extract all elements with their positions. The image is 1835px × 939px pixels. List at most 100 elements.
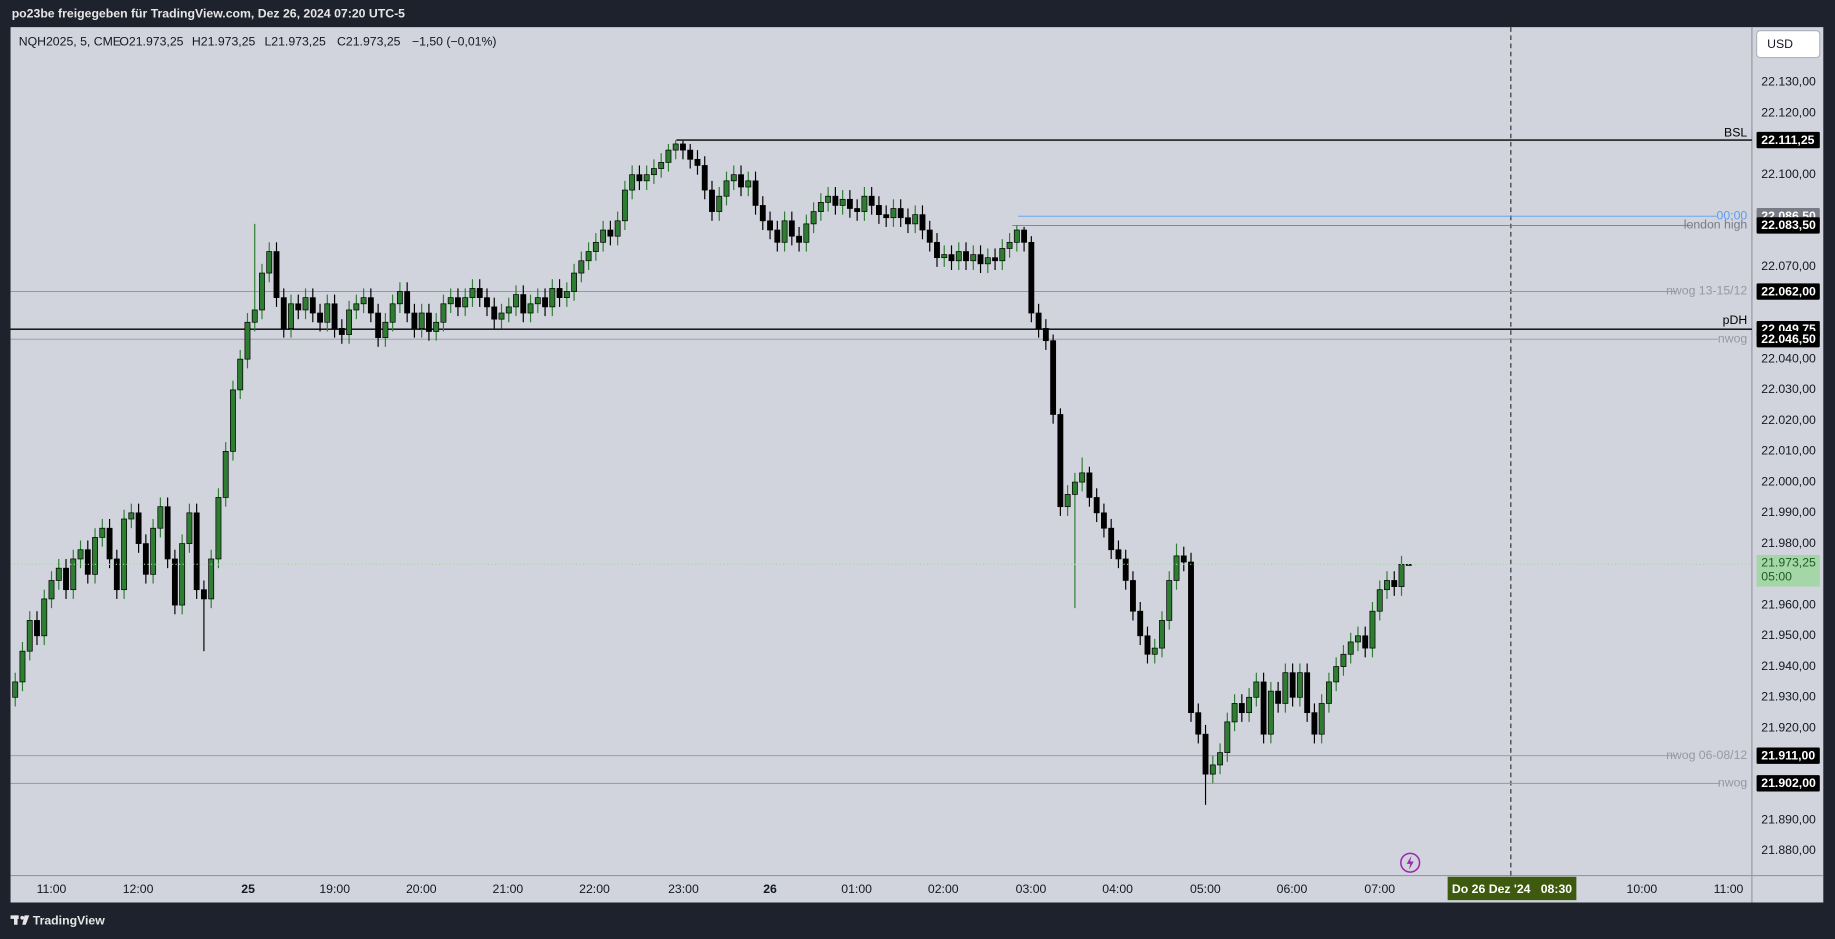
candle-body [839, 198, 846, 206]
candle-body [440, 303, 447, 323]
candle-body [273, 251, 280, 299]
candle-body [513, 294, 519, 308]
candle-body [1151, 647, 1158, 655]
candle-body [919, 214, 926, 231]
candle-body [1238, 703, 1245, 714]
x-tick-label: 23:00 [668, 882, 699, 896]
candle-body [832, 195, 839, 206]
candle-body [897, 208, 904, 219]
currency-label[interactable]: USD [1767, 37, 1793, 51]
candle-body [396, 291, 403, 305]
legend-change: −1,50 (−0,01%) [412, 35, 497, 49]
candle-body [1173, 555, 1180, 581]
candle-body [455, 297, 461, 308]
candle-body [1209, 764, 1216, 775]
candle-body [788, 220, 795, 237]
candle-body [302, 297, 309, 311]
event-icon-bolt[interactable] [1406, 855, 1414, 870]
legend-ohlc: H21.973,25 [192, 35, 256, 49]
candle-body [1064, 494, 1071, 508]
x-tick-label: 05:00 [1190, 882, 1221, 896]
candle-body [1122, 558, 1129, 581]
candle-body [476, 288, 483, 299]
candle-body [92, 537, 98, 575]
x-tick-label: 21:00 [493, 882, 524, 896]
candle-body [592, 241, 599, 252]
candle-body [563, 291, 570, 299]
candle-body [1369, 610, 1376, 649]
candle-body [1362, 635, 1369, 649]
x-tick-label: 06:00 [1277, 882, 1308, 896]
candle-body [1340, 653, 1347, 667]
level-price-box [1756, 131, 1820, 149]
x-tick-label: 10:00 [1627, 882, 1658, 896]
candle-body [992, 257, 998, 262]
candle-body [425, 312, 432, 332]
candle-body [1115, 549, 1122, 560]
candle-body [752, 180, 759, 206]
candle-body [1195, 712, 1202, 735]
candle-body [121, 518, 128, 591]
candle-body [759, 205, 766, 222]
level-price-label: 21.902,00 [1761, 776, 1816, 790]
candle-body [1130, 580, 1136, 612]
event-icon[interactable] [1400, 852, 1421, 873]
candle-body [70, 558, 77, 591]
candle-body [527, 303, 534, 314]
y-tick-label: 22.000,00 [1761, 474, 1816, 488]
candle-body [404, 291, 411, 314]
x-tick-label: 11:00 [37, 882, 67, 896]
candle-body [346, 309, 353, 335]
crosshair-label: Do 26 Dez '24 08:30 [1452, 882, 1572, 896]
chart-background [10, 27, 1824, 903]
y-tick-label: 21.930,00 [1761, 690, 1816, 704]
legend-ohlc: L21.973,25 [264, 35, 326, 49]
candle-body [1398, 563, 1405, 587]
candle-body [1013, 229, 1020, 243]
candle-body [280, 297, 287, 329]
candle-body [549, 288, 556, 308]
candle-body [1275, 690, 1282, 704]
candle-body [55, 567, 62, 581]
candle-body [1384, 580, 1390, 591]
candle-body [244, 321, 251, 360]
candle-body [389, 303, 396, 323]
candle-body [1108, 527, 1115, 551]
candle-body [164, 506, 171, 560]
candle-body [636, 174, 643, 182]
candle-body [1260, 681, 1267, 735]
candle-body [411, 312, 418, 329]
candle-body [1333, 666, 1340, 683]
x-tick-label: 03:00 [1016, 882, 1047, 896]
candle-body [1347, 641, 1354, 655]
candle-body [730, 174, 737, 182]
y-tick-label: 21.890,00 [1761, 813, 1816, 827]
candle-body [367, 297, 374, 314]
currency-button[interactable] [1756, 30, 1821, 59]
y-tick-label: 22.130,00 [1761, 75, 1816, 89]
candle-body [462, 297, 469, 308]
candle-body [193, 512, 200, 591]
candle-body [578, 260, 585, 274]
candle-body [1093, 497, 1100, 514]
candle-body [745, 180, 752, 188]
candle-body [266, 251, 273, 274]
level-name: nwog [1718, 331, 1748, 345]
candle-body [817, 202, 824, 212]
candle-body [12, 681, 19, 698]
candle-body [665, 149, 672, 163]
candle-body [977, 254, 984, 265]
candle-body [796, 235, 803, 243]
candle-body [926, 229, 933, 243]
candle-body [600, 229, 607, 243]
candle-body [331, 303, 338, 329]
candle-body [1202, 733, 1209, 775]
candle-body [309, 297, 316, 314]
candle-body [629, 174, 636, 191]
candles [12, 140, 1412, 805]
candle-body [1376, 589, 1383, 612]
brand-logo [10, 915, 30, 925]
candle-body [179, 543, 186, 606]
candle-body [491, 306, 498, 320]
